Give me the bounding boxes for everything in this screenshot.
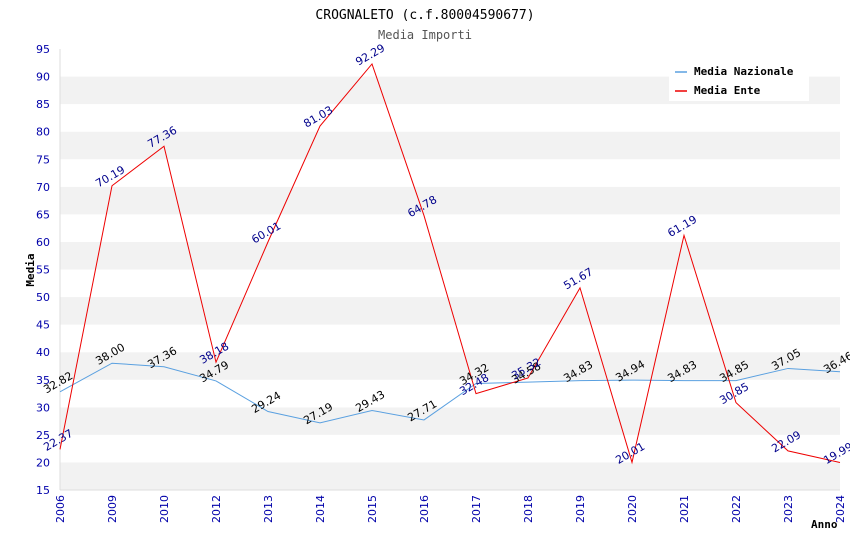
y-tick-label: 25 [36,429,50,442]
x-tick-label: 2020 [626,495,639,523]
grid-band [60,379,840,408]
y-tick-label: 80 [36,126,50,139]
y-tick-label: 30 [36,401,50,414]
grid-band [60,104,840,132]
grid-band [60,131,840,160]
y-tick-label: 85 [36,98,50,111]
x-tick-label: 2014 [314,495,327,523]
grid-band [60,241,840,270]
x-tick-label: 2019 [574,495,587,523]
y-tick-label: 50 [36,291,50,304]
x-tick-label: 2009 [106,495,119,523]
grid-band [60,407,840,435]
series-line-media-nazionale [59,362,841,424]
y-tick-label: 60 [36,236,50,249]
grid-band [60,297,840,325]
grid-band [60,159,840,187]
grid-band [60,269,840,298]
y-tick-label: 40 [36,346,50,359]
chart-title: CROGNALETO (c.f.80004590677) [315,8,534,23]
x-tick-label: 2022 [730,495,743,523]
grid-band [60,186,840,215]
x-tick-label: 2015 [366,495,379,523]
legend-box [669,61,809,101]
x-tick-label: 2021 [678,495,691,523]
x-tick-label: 2012 [210,495,223,523]
legend-label-media-ente: Media Ente [694,84,761,97]
legend: Media Nazionale Media Ente [669,61,809,101]
grid-band [60,324,840,353]
x-tick-label: 2013 [262,495,275,523]
y-tick-label: 70 [36,181,50,194]
y-tick-label: 75 [36,153,50,166]
y-tick-label: 35 [36,374,50,387]
x-tick-label: 2017 [470,495,483,523]
y-axis-label: Media [24,253,37,286]
series-lines [59,62,841,465]
y-tick-label: 65 [36,208,50,221]
chart-subtitle: Media Importi [378,28,472,42]
grid-band [60,462,840,490]
x-tick-label: 2023 [782,495,795,523]
y-tick-label: 15 [36,484,50,497]
grid-bands [59,49,840,491]
y-tick-label: 55 [36,264,50,277]
x-tick-label: 2006 [54,495,67,523]
y-tick-label: 20 [36,456,50,469]
y-tick-label: 95 [36,43,50,56]
grid-band [60,214,840,242]
grid-band [60,434,840,463]
y-tick-label: 45 [36,319,50,332]
x-tick-label: 2018 [522,495,535,523]
series-line-media-ente [59,62,841,465]
x-axis-label: Anno [811,518,838,531]
y-axis: 15 20 25 30 35 40 45 50 55 60 65 70 75 80 85 90 95 [36,43,50,497]
x-axis: 2006 2009 2010 2012 2013 2014 2015 2016 2017 2018… [54,495,847,523]
grid-band [60,352,840,380]
x-tick-label: 2016 [418,495,431,523]
y-tick-label: 90 [36,71,50,84]
legend-label-media-nazionale: Media Nazionale [694,65,794,78]
x-tick-label: 2024 [834,495,847,523]
x-tick-label: 2010 [158,495,171,523]
